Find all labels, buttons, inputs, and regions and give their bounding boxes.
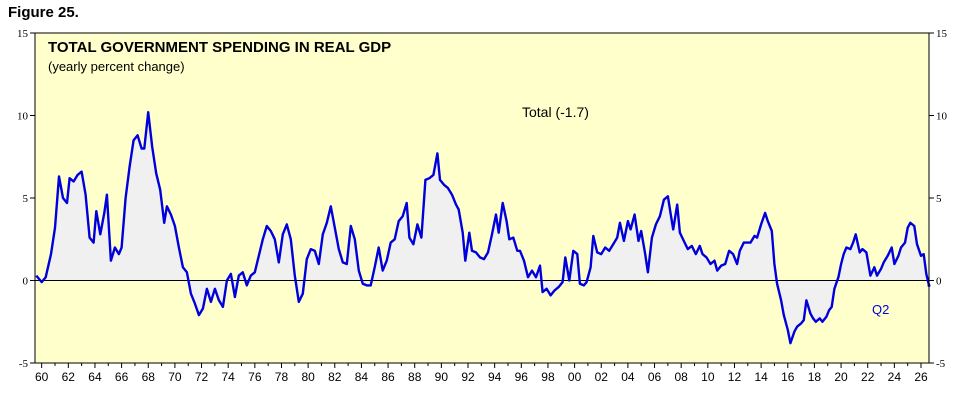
x-tick-label: 94	[488, 370, 502, 384]
x-tick-label: 62	[62, 370, 76, 384]
y-tick-label-left: 0	[23, 276, 29, 288]
x-tick-label: 72	[195, 370, 209, 384]
x-tick-label: 88	[408, 370, 422, 384]
x-tick-label: 68	[142, 370, 156, 384]
y-axis: 15 15 10 10 5 5 0 0 -5 -5	[17, 28, 948, 370]
figure-label: Figure 25.	[8, 4, 79, 21]
x-tick-label: 18	[808, 370, 822, 384]
x-tick-label: 24	[888, 370, 902, 384]
x-tick-label: 12	[728, 370, 742, 384]
y-tick-label-left: 15	[17, 28, 29, 40]
x-tick-label: 26	[914, 370, 928, 384]
x-tick-label: 10	[701, 370, 715, 384]
x-tick-label: 20	[834, 370, 848, 384]
x-tick-label: 78	[275, 370, 289, 384]
x-tick-label: 92	[461, 370, 475, 384]
x-tick-label: 02	[595, 370, 609, 384]
x-tick-label: 64	[88, 370, 102, 384]
x-tick-label: 60	[35, 370, 49, 384]
y-tick-label-right: 0	[936, 276, 942, 288]
y-tick-label-right: 10	[936, 111, 948, 123]
plot-background	[35, 33, 929, 363]
x-tick-label: 06	[648, 370, 662, 384]
x-tick-label: 76	[248, 370, 262, 384]
chart-subtitle: (yearly percent change)	[48, 59, 185, 74]
x-tick-label: 16	[781, 370, 795, 384]
y-tick-label-left: -5	[19, 358, 29, 370]
y-tick-label-right: 15	[936, 28, 948, 40]
end-label: Q2	[872, 302, 889, 317]
x-tick-label: 80	[301, 370, 315, 384]
series-annotation: Total (-1.7)	[522, 104, 589, 120]
y-tick-label-right: -5	[936, 358, 946, 370]
x-tick-label: 22	[861, 370, 875, 384]
x-tick-label: 14	[754, 370, 768, 384]
x-tick-label: 90	[435, 370, 449, 384]
y-tick-label-left: 10	[17, 111, 29, 123]
x-tick-label: 04	[621, 370, 635, 384]
chart-title: TOTAL GOVERNMENT SPENDING IN REAL GDP	[48, 39, 391, 56]
series-line-0	[35, 111, 931, 345]
x-tick-label: 84	[355, 370, 369, 384]
x-tick-label: 70	[168, 370, 182, 384]
x-tick-label: 86	[381, 370, 395, 384]
y-tick-label-right: 5	[936, 193, 942, 205]
x-tick-label: 66	[115, 370, 129, 384]
x-tick-label: 74	[222, 370, 236, 384]
y-tick-label-left: 5	[23, 193, 29, 205]
x-tick-label: 96	[515, 370, 529, 384]
x-tick-label: 82	[328, 370, 342, 384]
x-tick-label: 98	[541, 370, 555, 384]
x-axis: 60 62 64 66 68 70 72 74 76 78 80 82 84 86 88 90 92 94 96 98…	[35, 363, 928, 384]
x-tick-label: 00	[568, 370, 582, 384]
x-tick-label: 08	[675, 370, 689, 384]
